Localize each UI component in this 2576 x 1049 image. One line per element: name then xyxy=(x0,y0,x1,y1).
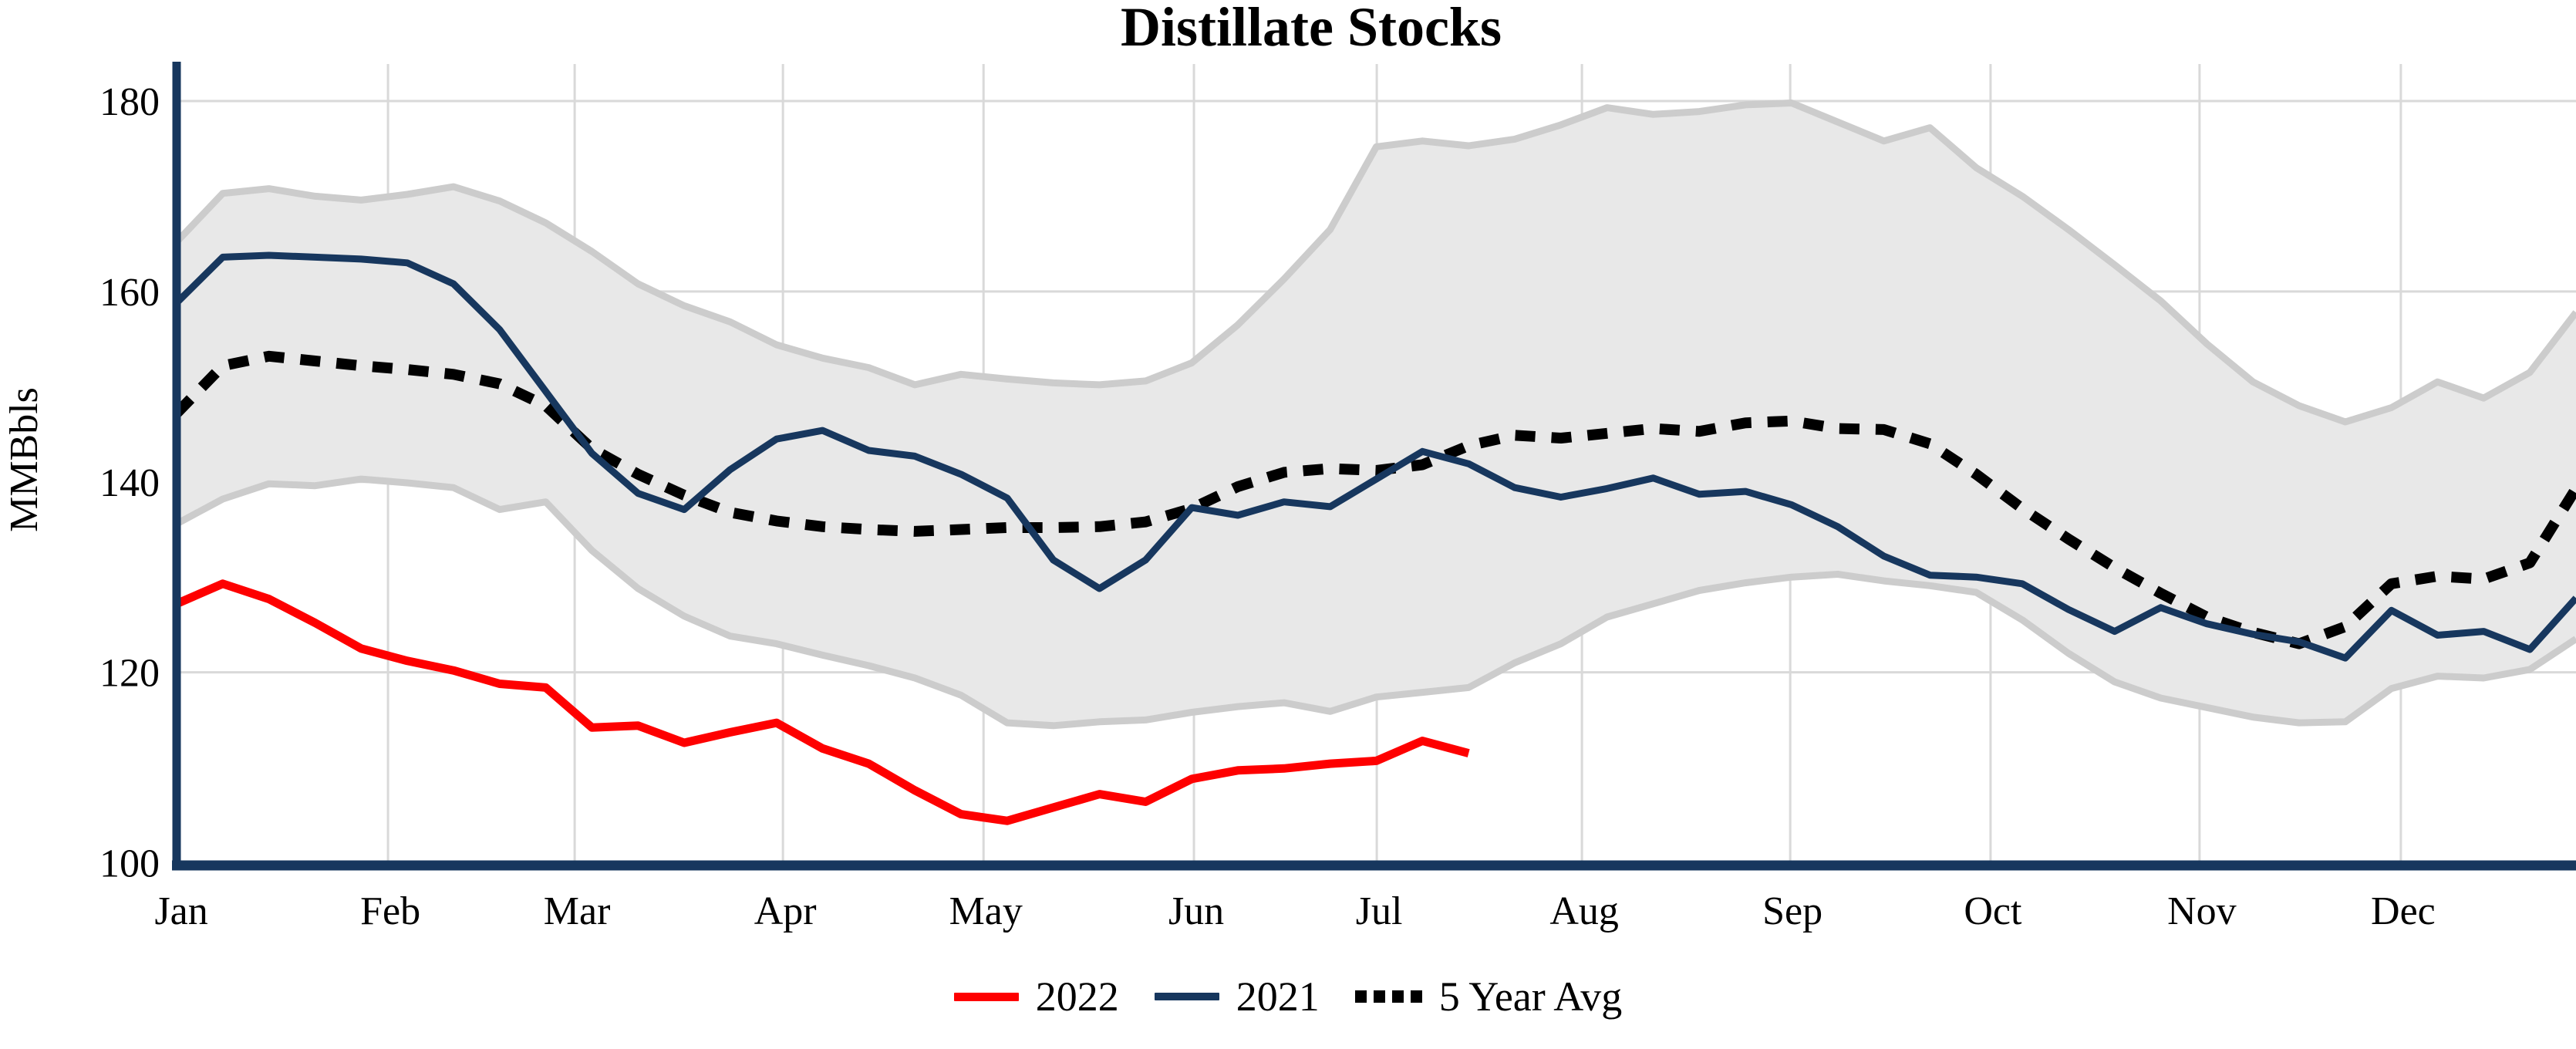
chart-title: Distillate Stocks xyxy=(1121,0,1502,58)
x-tick-label-nov: Nov xyxy=(2167,889,2237,933)
legend: 2022 2021 5 Year Avg xyxy=(0,973,2576,1020)
band-bottom-edge xyxy=(174,475,2576,730)
y-tick-label-100: 100 xyxy=(99,842,160,886)
y-tick-label-120: 120 xyxy=(99,652,160,696)
band-top-edge xyxy=(174,100,2576,426)
legend-item-2022: 2022 xyxy=(953,973,1119,1020)
legend-item-2021: 2021 xyxy=(1154,973,1320,1020)
y-tick-label-160: 160 xyxy=(99,271,160,315)
x-tick-label-dec: Dec xyxy=(2371,889,2436,933)
x-tick-label-jul: Jul xyxy=(1356,889,1403,933)
series-line-2022 xyxy=(174,579,1470,825)
x-tick-label-feb: Feb xyxy=(360,889,420,933)
series-line-2021 xyxy=(174,251,2576,662)
legend-swatch-dotted-line xyxy=(1354,990,1422,1003)
legend-label: 2021 xyxy=(1236,973,1320,1020)
x-tick-label-jan: Jan xyxy=(154,889,207,933)
x-tick-label-jun: Jun xyxy=(1168,889,1224,933)
x-tick-label-oct: Oct xyxy=(1964,889,2022,933)
five-year-range-band xyxy=(177,103,2576,726)
x-tick-label-sep: Sep xyxy=(1762,889,1822,933)
y-tick-label-140: 140 xyxy=(99,461,160,505)
legend-label: 5 Year Avg xyxy=(1438,973,1623,1020)
x-tick-label-mar: Mar xyxy=(544,889,611,933)
legend-label: 2022 xyxy=(1035,973,1119,1020)
legend-swatch-solid-line xyxy=(953,992,1019,1001)
x-tick-label-apr: Apr xyxy=(754,889,817,933)
legend-swatch-solid-line xyxy=(1154,993,1219,1000)
legend-item-5-year-avg: 5 Year Avg xyxy=(1354,973,1623,1020)
x-tick-label-aug: Aug xyxy=(1549,889,1619,933)
x-tick-label-may: May xyxy=(949,889,1023,933)
y-tick-label-180: 180 xyxy=(99,80,160,124)
